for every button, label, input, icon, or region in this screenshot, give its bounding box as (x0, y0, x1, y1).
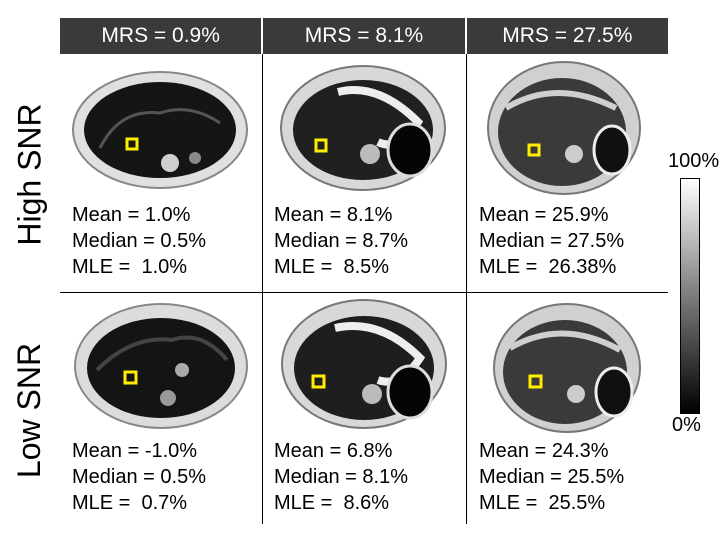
mean-value: Mean = 1.0% (72, 204, 191, 226)
mean-value: Mean = -1.0% (72, 440, 198, 462)
mle-value: MLE = 8.5% (274, 256, 390, 278)
mle-value: MLE = 8.6% (274, 492, 390, 514)
stats-low-snr-mrs-high: Mean = 24.3% Median = 25.5% MLE = 25.5% (479, 438, 624, 516)
colorbar-min-label: 0% (672, 414, 701, 436)
mri-scan-low-snr-mrs-high (492, 300, 642, 436)
mle-value: MLE = 0.7% (72, 492, 188, 514)
column-header-mrs-high: MRS = 27.5% (502, 24, 633, 47)
median-value: Median = 25.5% (479, 466, 625, 488)
mean-value: Mean = 25.9% (479, 204, 609, 226)
stats-high-snr-mrs-high: Mean = 25.9% Median = 27.5% MLE = 26.38% (479, 202, 624, 280)
grid-divider-vertical-2 (466, 54, 467, 524)
mri-scan-high-snr-mrs-low (70, 68, 250, 196)
stats-high-snr-mrs-low: Mean = 1.0% Median = 0.5% MLE = 1.0% (72, 202, 206, 280)
median-value: Median = 0.5% (72, 466, 206, 488)
roi-marker (527, 143, 541, 157)
mean-value: Mean = 24.3% (479, 440, 609, 462)
mri-scan-low-snr-mrs-low (72, 300, 250, 434)
median-value: Median = 8.7% (274, 230, 408, 252)
mle-value: MLE = 1.0% (72, 256, 188, 278)
stats-low-snr-mrs-mid: Mean = 6.8% Median = 8.1% MLE = 8.6% (274, 438, 408, 516)
column-header-bar: MRS = 0.9% MRS = 8.1% MRS = 27.5% (60, 18, 668, 54)
row-label-high-snr: High SNR (11, 102, 48, 246)
colorbar (680, 178, 700, 414)
row-label-low-snr: Low SNR (11, 342, 48, 478)
roi-marker (314, 138, 328, 153)
column-header-mrs-mid: MRS = 8.1% (263, 18, 467, 54)
colorbar-max-label: 100% (668, 150, 720, 172)
column-header-mrs-low: MRS = 0.9% (60, 18, 264, 54)
roi-marker (311, 374, 326, 389)
median-value: Median = 0.5% (72, 230, 206, 252)
mri-scan-high-snr-mrs-mid (278, 62, 448, 196)
mean-value: Mean = 6.8% (274, 440, 393, 462)
mle-value: MLE = 26.38% (479, 256, 617, 278)
median-value: Median = 8.1% (274, 466, 408, 488)
stats-low-snr-mrs-low: Mean = -1.0% Median = 0.5% MLE = 0.7% (72, 438, 206, 516)
mri-scan-high-snr-mrs-high (486, 58, 642, 198)
mri-scan-low-snr-mrs-mid (280, 296, 448, 434)
grid-divider-vertical-1 (262, 54, 263, 524)
roi-marker (125, 137, 139, 151)
median-value: Median = 27.5% (479, 230, 625, 252)
mean-value: Mean = 8.1% (274, 204, 393, 226)
grid-divider-horizontal (60, 292, 668, 293)
stats-high-snr-mrs-mid: Mean = 8.1% Median = 8.7% MLE = 8.5% (274, 202, 408, 280)
roi-marker (123, 370, 138, 385)
roi-marker (528, 374, 543, 389)
mle-value: MLE = 25.5% (479, 492, 606, 514)
